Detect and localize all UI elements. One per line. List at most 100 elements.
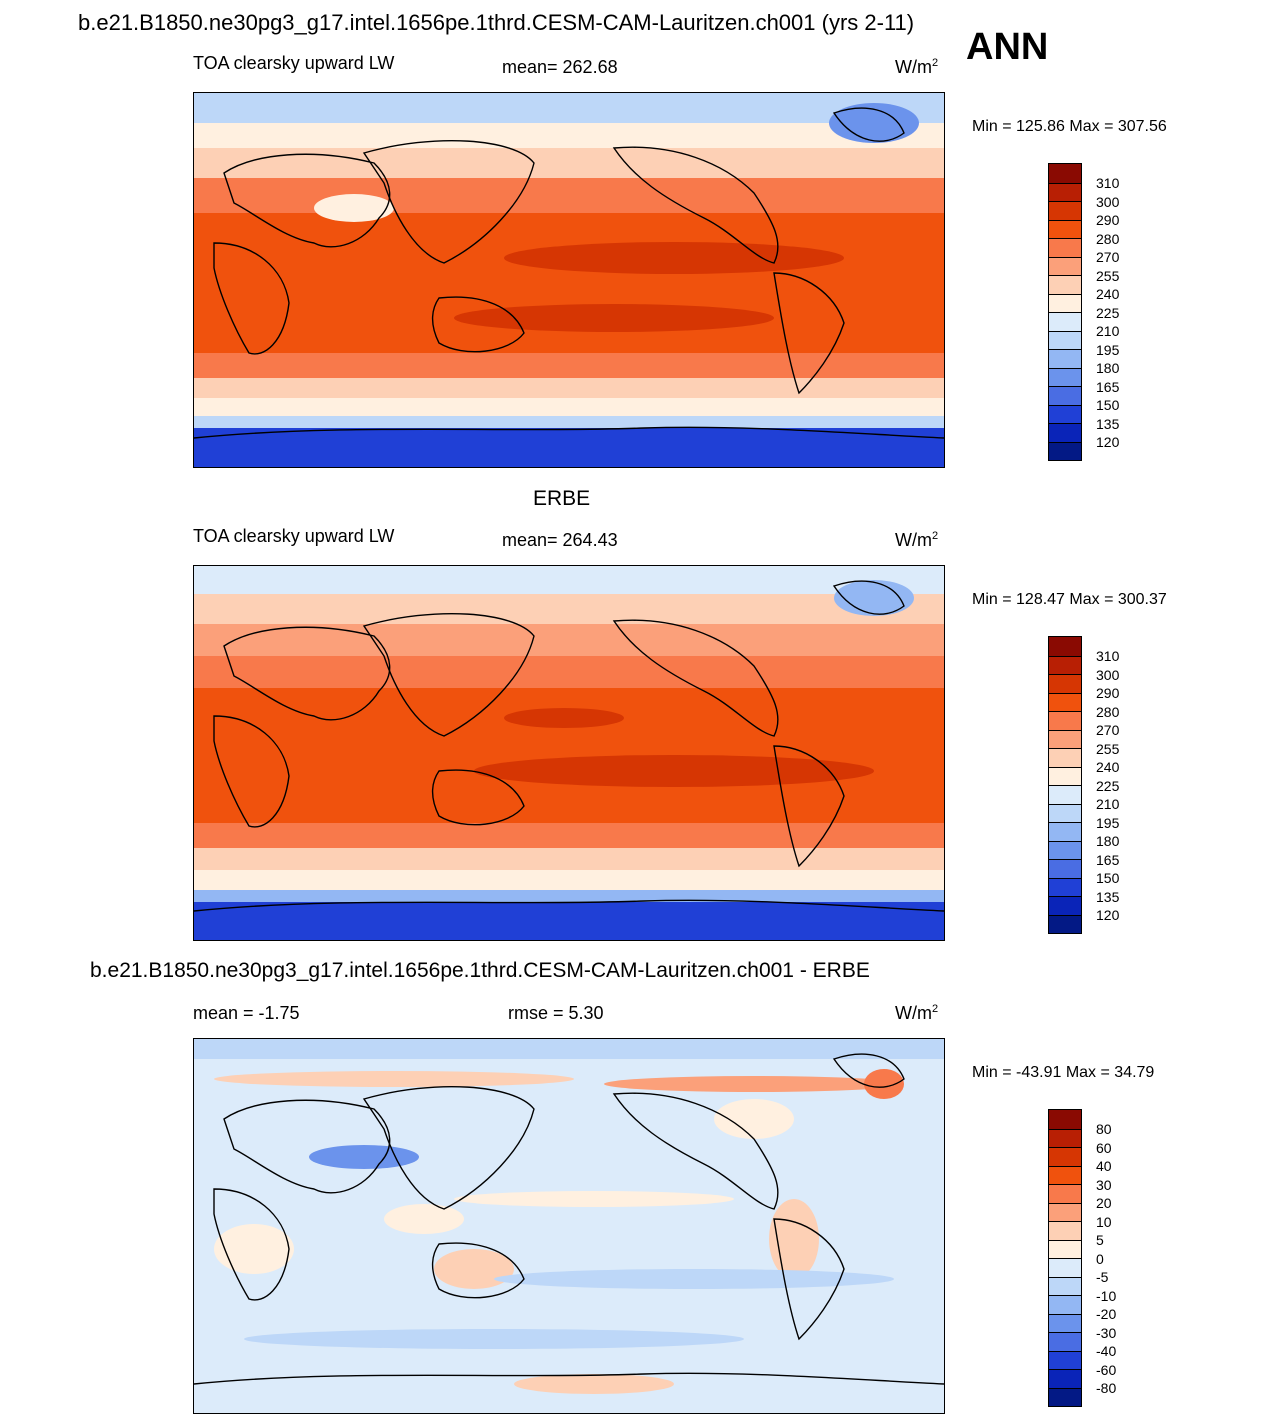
colorbar-box: [1049, 840, 1081, 859]
colorbar-box: [1049, 182, 1081, 201]
colorbar-box: [1049, 404, 1081, 423]
colorbar-tick: -20: [1096, 1306, 1117, 1322]
colorbar-tick: -40: [1096, 1343, 1117, 1359]
colorbar-box: [1049, 1184, 1081, 1203]
colorbar-tick: -80: [1096, 1380, 1117, 1396]
colorbar-tick: 210: [1096, 323, 1120, 339]
colorbar-tick: 290: [1096, 685, 1120, 701]
colorbar-tick: 80: [1096, 1121, 1112, 1137]
colorbar-tick: 280: [1096, 703, 1120, 720]
colorbar-tick: 120: [1096, 907, 1120, 923]
colorbar-tick: 195: [1096, 814, 1120, 831]
min-max-label: Min = 128.47 Max = 300.37: [972, 591, 1167, 608]
contour-map-diff: [194, 1039, 944, 1413]
colorbar-box: [1049, 1221, 1081, 1240]
min-max-label: Min = 125.86 Max = 307.56: [972, 118, 1167, 135]
colorbar-box: [1049, 711, 1081, 730]
colorbar-model: [1048, 163, 1082, 461]
variable-label: TOA clearsky upward LW: [193, 53, 395, 73]
variable-label: TOA clearsky upward LW: [193, 526, 395, 546]
colorbar-box: [1049, 293, 1081, 312]
colorbar-box: [1049, 1387, 1081, 1406]
colorbar-box: [1049, 1313, 1081, 1332]
colorbar-tick: 30: [1096, 1176, 1112, 1193]
colorbar-tick: 280: [1096, 230, 1120, 247]
map-model: [193, 92, 945, 468]
colorbar-tick: 5: [1096, 1232, 1104, 1248]
units-label: W/m2: [895, 57, 939, 77]
colorbar-box: [1049, 877, 1081, 896]
colorbar-tick: 310: [1096, 648, 1120, 664]
colorbar-tick: 135: [1096, 888, 1120, 905]
colorbar-tick: 165: [1096, 378, 1120, 395]
mean-label: mean = -1.75: [193, 1003, 300, 1023]
colorbar-box: [1049, 1128, 1081, 1147]
colorbar-box: [1049, 386, 1081, 405]
colorbar-tick: 290: [1096, 212, 1120, 228]
colorbar-tick: 255: [1096, 267, 1120, 284]
colorbar-tick: -5: [1096, 1269, 1109, 1285]
colorbar-tick: 10: [1096, 1213, 1112, 1230]
colorbar-box: [1049, 441, 1081, 460]
units-label: W/m2: [895, 1003, 939, 1023]
colorbar-box: [1049, 637, 1081, 656]
colorbar-tick: 120: [1096, 434, 1120, 450]
colorbar-box: [1049, 256, 1081, 275]
colorbar-box: [1049, 692, 1081, 711]
colorbar-box: [1049, 803, 1081, 822]
colorbar-tick: 195: [1096, 341, 1120, 358]
colorbar-box: [1049, 1369, 1081, 1388]
colorbar-tick: 210: [1096, 796, 1120, 812]
colorbar-tick: -60: [1096, 1361, 1117, 1378]
contour-map-obs: [194, 566, 944, 940]
colorbar-box: [1049, 275, 1081, 294]
colorbar-tick: 165: [1096, 851, 1120, 868]
colorbar-tick: 135: [1096, 415, 1120, 432]
rmse-label: rmse = 5.30: [508, 1003, 604, 1023]
season-label: ANN: [966, 26, 1049, 68]
colorbar-box: [1049, 729, 1081, 748]
min-max-label: Min = -43.91 Max = 34.79: [972, 1064, 1155, 1081]
colorbar-obs: [1048, 636, 1082, 934]
colorbar-tick: 300: [1096, 193, 1120, 210]
colorbar-tick: 240: [1096, 286, 1120, 302]
colorbar-box: [1049, 1276, 1081, 1295]
colorbar-tick: 255: [1096, 740, 1120, 757]
map-obs: [193, 565, 945, 941]
colorbar-box: [1049, 1350, 1081, 1369]
colorbar-box: [1049, 238, 1081, 257]
colorbar-tick: 300: [1096, 666, 1120, 683]
contour-map-model: [194, 93, 944, 467]
colorbar-tick: 180: [1096, 360, 1120, 376]
panel-title-obs: ERBE: [533, 487, 591, 510]
mean-label: mean= 262.68: [502, 57, 618, 77]
colorbar-box: [1049, 201, 1081, 220]
colorbar-tick: 0: [1096, 1250, 1104, 1267]
colorbar-tick: 310: [1096, 175, 1120, 191]
colorbar-box: [1049, 1202, 1081, 1221]
colorbar-diff: [1048, 1109, 1082, 1407]
mean-label: mean= 264.43: [502, 530, 618, 550]
colorbar-box: [1049, 914, 1081, 933]
colorbar-tick: 20: [1096, 1195, 1112, 1211]
colorbar-box: [1049, 748, 1081, 767]
colorbar-box: [1049, 349, 1081, 368]
colorbar-box: [1049, 1295, 1081, 1314]
colorbar-tick: 150: [1096, 397, 1120, 413]
colorbar-box: [1049, 674, 1081, 693]
colorbar-box: [1049, 423, 1081, 442]
colorbar-tick: 40: [1096, 1158, 1112, 1174]
colorbar-box: [1049, 219, 1081, 238]
colorbar-box: [1049, 655, 1081, 674]
panel-title-diff: b.e21.B1850.ne30pg3_g17.intel.1656pe.1th…: [90, 959, 870, 982]
colorbar-tick: -10: [1096, 1287, 1117, 1304]
colorbar-tick: 240: [1096, 759, 1120, 775]
colorbar-tick: 225: [1096, 304, 1120, 321]
colorbar-tick: 150: [1096, 870, 1120, 886]
colorbar-box: [1049, 1332, 1081, 1351]
colorbar-box: [1049, 164, 1081, 183]
colorbar-box: [1049, 1258, 1081, 1277]
colorbar-box: [1049, 312, 1081, 331]
colorbar-box: [1049, 896, 1081, 915]
colorbar-box: [1049, 1147, 1081, 1166]
